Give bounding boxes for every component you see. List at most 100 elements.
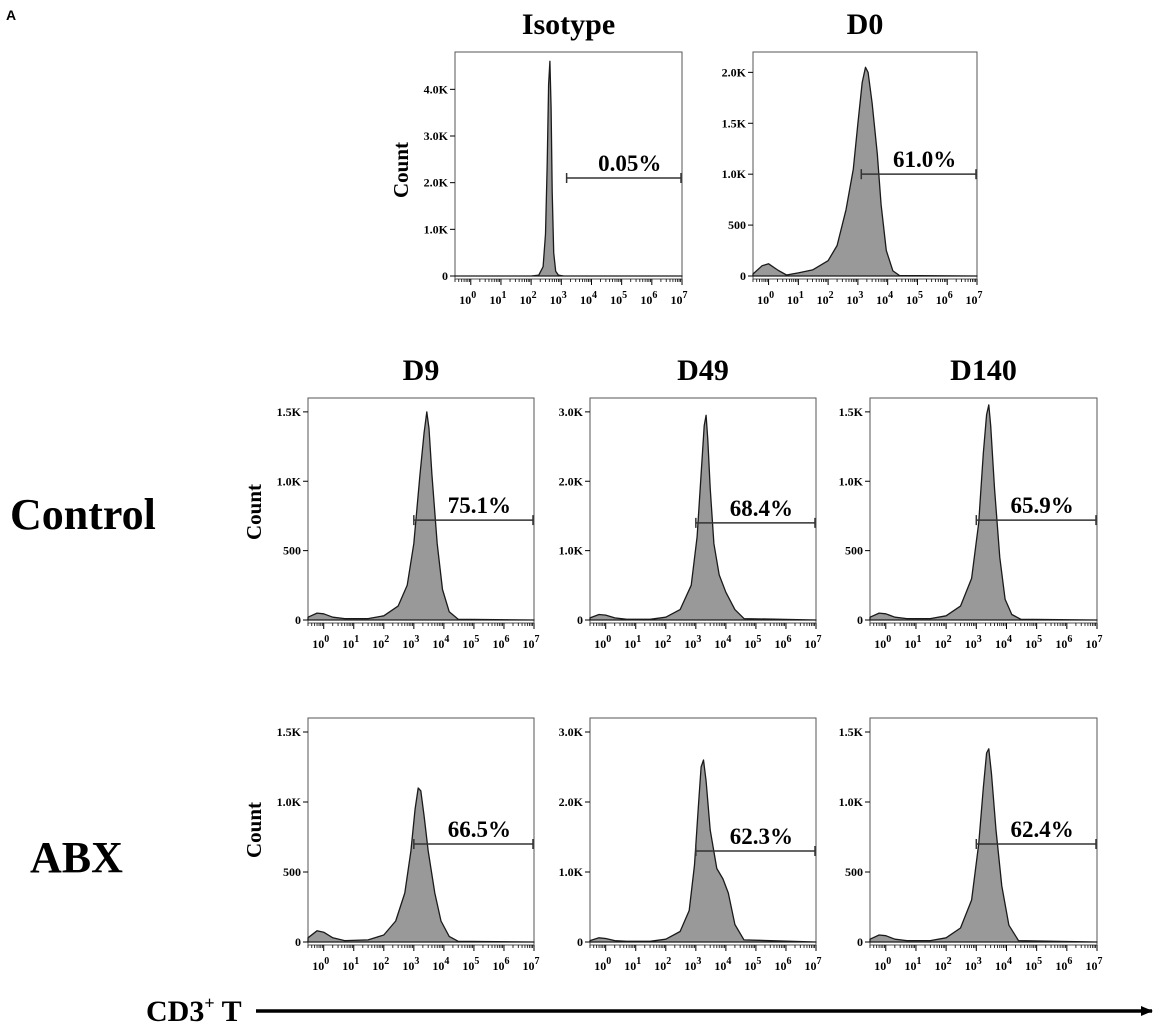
x-tick-label-exp: 7: [535, 956, 540, 967]
x-tick-label-base: 10: [995, 959, 1007, 973]
x-tick-label: 104: [432, 634, 449, 651]
x-tick-label-exp: 0: [324, 634, 329, 645]
x-tick-label-base: 10: [523, 637, 535, 651]
x-tick-label: 105: [906, 290, 923, 307]
x-tick-label: 102: [654, 956, 671, 973]
x-tick-label-base: 10: [624, 637, 636, 651]
y-tick-label: 1.5K: [839, 405, 864, 419]
x-tick-label: 101: [489, 290, 506, 307]
x-tick-label-exp: 2: [384, 634, 389, 645]
x-tick-label: 103: [684, 956, 701, 973]
x-tick-label: 106: [774, 956, 791, 973]
x-tick-label-base: 10: [402, 637, 414, 651]
x-tick-label-base: 10: [459, 293, 471, 307]
x-tick-label-exp: 4: [1007, 956, 1012, 967]
x-tick-label-exp: 7: [535, 634, 540, 645]
x-tick-label: 107: [671, 290, 688, 307]
x-tick-label-base: 10: [492, 959, 504, 973]
x-tick-label-exp: 4: [888, 290, 893, 301]
x-tick-label-base: 10: [966, 293, 978, 307]
x-tick-label-base: 10: [1055, 959, 1067, 973]
histogram-curve: [589, 414, 817, 621]
x-tick-label-base: 10: [1025, 959, 1037, 973]
x-tick-label: 107: [805, 634, 822, 651]
x-tick-label-base: 10: [714, 637, 726, 651]
panel-title: D9: [403, 354, 440, 387]
x-tick-label: 105: [744, 634, 761, 651]
x-tick-label-exp: 5: [756, 956, 761, 967]
x-tick-label-exp: 3: [414, 634, 419, 645]
x-tick-label-exp: 6: [1067, 634, 1072, 645]
panel-letter: A: [6, 7, 16, 23]
x-tick-label-exp: 7: [1098, 634, 1103, 645]
x-tick-label-exp: 6: [652, 290, 657, 301]
x-tick-label-base: 10: [817, 293, 829, 307]
x-tick-label: 101: [342, 956, 359, 973]
x-tick-label: 103: [684, 634, 701, 651]
x-tick-label-exp: 3: [977, 634, 982, 645]
count-axis-label: Count: [242, 484, 266, 540]
x-tick-label-exp: 5: [474, 634, 479, 645]
x-tick-label-base: 10: [523, 959, 535, 973]
panel-title: D49: [677, 354, 729, 387]
y-tick-label: 0: [442, 269, 448, 283]
x-tick-label-exp: 2: [666, 634, 671, 645]
gate-percentage: 65.9%: [1011, 493, 1074, 518]
x-tick-label: 105: [744, 956, 761, 973]
x-tick-label-base: 10: [492, 637, 504, 651]
x-tick-label: 100: [757, 290, 774, 307]
x-tick-label-exp: 4: [592, 290, 597, 301]
x-tick-label-exp: 2: [384, 956, 389, 967]
gate-percentage: 62.3%: [730, 824, 793, 849]
x-tick-label: 104: [995, 956, 1012, 973]
x-tick-label-base: 10: [654, 959, 666, 973]
x-tick-label: 104: [714, 634, 731, 651]
x-tick-label: 104: [995, 634, 1012, 651]
x-tick-label: 102: [372, 956, 389, 973]
x-tick-label-exp: 2: [947, 956, 952, 967]
x-axis-label-main: CD3: [146, 995, 204, 1026]
x-tick-label-exp: 4: [1007, 634, 1012, 645]
x-tick-label-exp: 1: [354, 956, 359, 967]
x-tick-label-exp: 0: [324, 956, 329, 967]
x-tick-label-base: 10: [805, 637, 817, 651]
x-tick-label: 103: [846, 290, 863, 307]
gate-percentage: 61.0%: [893, 147, 956, 172]
y-tick-label: 2.0K: [559, 474, 584, 488]
y-tick-label: 1.5K: [839, 725, 864, 739]
y-tick-label: 1.0K: [839, 795, 864, 809]
x-tick-label-base: 10: [372, 959, 384, 973]
x-tick-label-exp: 5: [918, 290, 923, 301]
x-tick-label-exp: 2: [829, 290, 834, 301]
y-tick-label: 4.0K: [424, 82, 449, 96]
x-tick-label-base: 10: [774, 637, 786, 651]
x-tick-label-base: 10: [874, 959, 886, 973]
y-tick-label: 500: [728, 218, 746, 232]
x-tick-label: 107: [523, 634, 540, 651]
x-tick-label: 102: [520, 290, 537, 307]
x-tick-label-exp: 2: [666, 956, 671, 967]
histogram-curve: [869, 404, 1098, 621]
x-tick-label-base: 10: [774, 959, 786, 973]
y-tick-label: 0: [740, 269, 746, 283]
x-tick-label-exp: 1: [354, 634, 359, 645]
x-tick-label-base: 10: [462, 637, 474, 651]
x-tick-label-base: 10: [1086, 959, 1098, 973]
x-tick-label: 101: [342, 634, 359, 651]
x-tick-label: 106: [1055, 956, 1072, 973]
x-tick-label-exp: 1: [501, 290, 506, 301]
x-tick-label-base: 10: [995, 637, 1007, 651]
x-tick-label-exp: 3: [562, 290, 567, 301]
x-tick-label: 101: [624, 956, 641, 973]
x-tick-label-base: 10: [550, 293, 562, 307]
x-tick-label-exp: 0: [471, 290, 476, 301]
x-tick-label: 106: [936, 290, 953, 307]
gate-percentage: 0.05%: [598, 151, 661, 176]
histogram-curve: [752, 66, 978, 277]
x-tick-label-exp: 3: [696, 956, 701, 967]
x-tick-label-base: 10: [432, 637, 444, 651]
x-tick-label: 101: [904, 634, 921, 651]
x-tick-label-exp: 7: [978, 290, 983, 301]
x-tick-label-exp: 0: [769, 290, 774, 301]
